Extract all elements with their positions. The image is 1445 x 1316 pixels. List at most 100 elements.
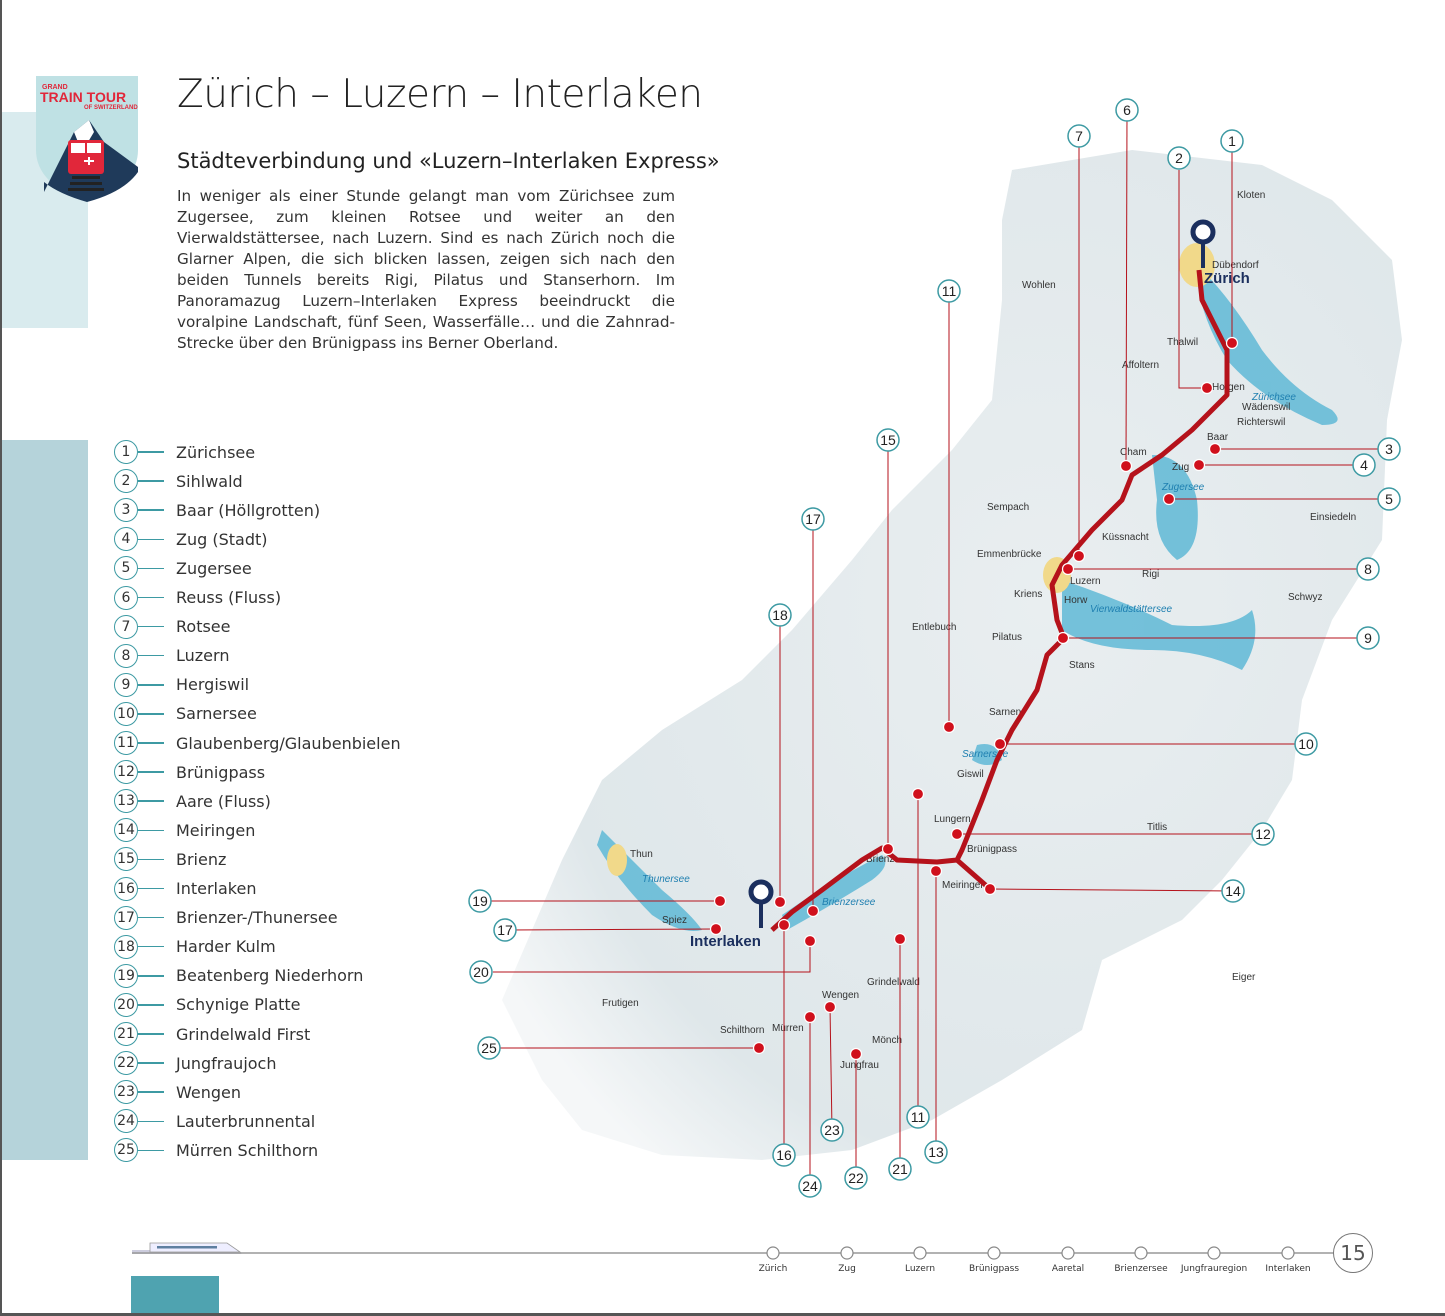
poi-dot[interactable] [777, 918, 791, 932]
poi-dot[interactable] [803, 1010, 817, 1024]
legend-item: 16 Interlaken [114, 876, 256, 901]
legend-item: 6 Reuss (Fluss) [114, 585, 281, 610]
legend-connector [138, 1004, 164, 1006]
legend-connector [138, 451, 164, 453]
callout-marker[interactable]: 9 [1356, 626, 1380, 650]
timeline-stop[interactable] [1207, 1246, 1221, 1260]
callout-marker[interactable]: 13 [924, 1140, 948, 1164]
callout-marker[interactable]: 14 [1221, 879, 1245, 903]
poi-dot[interactable] [1119, 459, 1133, 473]
callout-marker[interactable]: 16 [772, 1143, 796, 1167]
place-label: Thalwil [1167, 337, 1198, 348]
callout-number: 23 [824, 1122, 840, 1138]
callout-marker[interactable]: 24 [798, 1174, 822, 1198]
poi-dot[interactable] [806, 904, 820, 918]
timeline-stop[interactable] [840, 1246, 854, 1260]
poi-dot[interactable] [983, 882, 997, 896]
timeline-stop[interactable] [1281, 1246, 1295, 1260]
callout-circle [477, 1036, 501, 1060]
pin-interlaken[interactable]: Interlaken [690, 879, 774, 950]
map-terrain [502, 150, 1402, 1160]
legend-item: 21 Grindelwald First [114, 1022, 310, 1046]
legend-item: 24 Lauterbrunnental [114, 1109, 315, 1134]
legend-connector [138, 480, 164, 482]
lake-label: Thunersee [642, 874, 690, 885]
timeline-stop[interactable] [913, 1246, 927, 1260]
callout-marker[interactable]: 10 [1294, 732, 1318, 756]
callout-marker[interactable]: 25 [477, 1036, 501, 1060]
poi-dot[interactable] [911, 787, 925, 801]
poi-dot[interactable] [993, 737, 1007, 751]
callout-marker[interactable]: 19 [468, 889, 492, 913]
timeline-stop[interactable] [766, 1246, 780, 1260]
timeline-stop-label: Luzern [904, 1264, 936, 1274]
legend-item: 9 Hergiswil [114, 672, 249, 697]
legend-item: 14 Meiringen [114, 818, 255, 843]
place-label: Giswil [957, 769, 984, 780]
callout-marker[interactable]: 22 [844, 1166, 868, 1190]
callout-marker[interactable]: 21 [888, 1157, 912, 1181]
poi-dot[interactable] [713, 894, 727, 908]
poi-dot[interactable] [849, 1047, 863, 1061]
callout-marker[interactable]: 1 [1220, 129, 1244, 153]
poi-dot[interactable] [1208, 442, 1222, 456]
poi-dot[interactable] [803, 934, 817, 948]
callout-marker[interactable]: 15 [876, 428, 900, 452]
timeline-stop[interactable] [1061, 1246, 1075, 1260]
callout-marker[interactable]: 6 [1115, 98, 1139, 122]
callout-number: 6 [1123, 102, 1131, 118]
poi-dot[interactable] [893, 932, 907, 946]
place-label: Titlis [1147, 822, 1167, 833]
legend-number: 12 [114, 760, 138, 785]
poi-dot[interactable] [1061, 562, 1075, 576]
callout-marker[interactable]: 17 [493, 918, 517, 942]
poi-dot[interactable] [1192, 458, 1206, 472]
callout-marker[interactable]: 11 [937, 279, 961, 303]
callout-marker[interactable]: 5 [1377, 487, 1401, 511]
poi-dot[interactable] [773, 895, 787, 909]
callout-marker[interactable]: 2 [1167, 146, 1191, 170]
poi-dot[interactable] [709, 922, 723, 936]
poi-dot[interactable] [1162, 492, 1176, 506]
poi-dot[interactable] [929, 864, 943, 878]
poi-dot[interactable] [1200, 381, 1214, 395]
callout-marker[interactable]: 7 [1067, 124, 1091, 148]
callout-marker[interactable]: 18 [768, 603, 792, 627]
callout-circle [1356, 626, 1380, 650]
callout-number: 17 [497, 922, 513, 938]
poi-dot[interactable] [1056, 631, 1070, 645]
callout-marker[interactable]: 12 [1251, 822, 1275, 846]
poi-dot[interactable] [881, 842, 895, 856]
legend-label: Schynige Platte [176, 995, 301, 1015]
poi-dot[interactable] [752, 1041, 766, 1055]
callout-marker[interactable]: 8 [1356, 557, 1380, 581]
legend-number: 11 [114, 731, 138, 755]
legend-connector [138, 538, 164, 541]
pin-zuerich[interactable]: Zürich [1190, 219, 1250, 287]
poi-dot[interactable] [1225, 336, 1239, 350]
place-label: Affoltern [1122, 360, 1159, 371]
callout-marker[interactable]: 17 [801, 507, 825, 531]
legend-label: Brünigpass [176, 762, 266, 782]
poi-dot[interactable] [1072, 549, 1086, 563]
poi-dot[interactable] [823, 1000, 837, 1014]
callout-marker[interactable]: 20 [469, 960, 493, 984]
poi-dot[interactable] [950, 827, 964, 841]
legend-connector [138, 1091, 164, 1093]
legend-connector [138, 1033, 164, 1035]
callout-marker[interactable]: 23 [820, 1118, 844, 1142]
timeline-stop[interactable] [987, 1246, 1001, 1260]
timeline-stop-label: Aaretal [1051, 1264, 1085, 1274]
callout-marker[interactable]: 4 [1352, 453, 1376, 477]
legend-connector [138, 1120, 164, 1123]
callout-marker[interactable]: 11 [906, 1105, 930, 1129]
timeline-stop[interactable] [1134, 1246, 1148, 1260]
legend-label: Glaubenberg/Glaubenbielen [176, 733, 401, 753]
legend-item: 11 Glaubenberg/Glaubenbielen [114, 731, 401, 755]
callout-circle [1220, 129, 1244, 153]
legend-label: Harder Kulm [176, 937, 276, 957]
legend-connector [138, 945, 164, 948]
place-label: Kloten [1237, 190, 1265, 201]
callout-marker[interactable]: 3 [1377, 437, 1401, 461]
poi-dot[interactable] [942, 720, 956, 734]
